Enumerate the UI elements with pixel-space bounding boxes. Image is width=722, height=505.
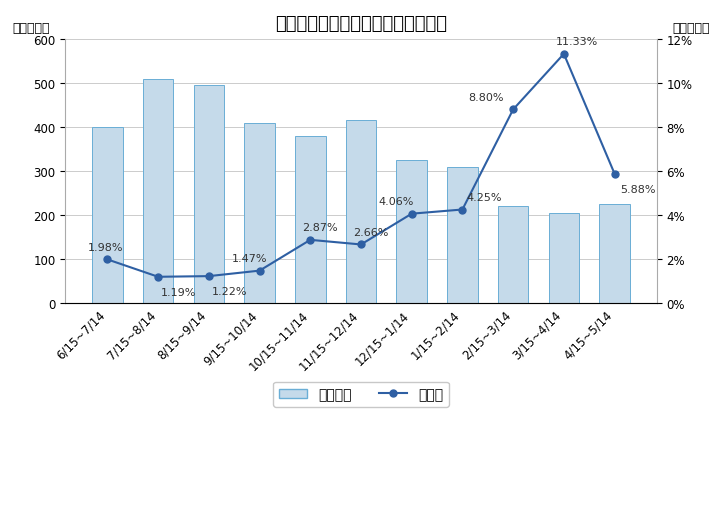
- Bar: [193, 86, 224, 304]
- Bar: [549, 214, 579, 304]
- Bar: [244, 123, 275, 304]
- Text: 1.22%: 1.22%: [212, 287, 247, 296]
- Text: （検査数）: （検査数）: [12, 22, 50, 35]
- Bar: [599, 205, 630, 304]
- 陽性例: [306, 237, 315, 243]
- 陽性例: [103, 257, 112, 263]
- Bar: [447, 167, 478, 304]
- 陽性例: [560, 52, 568, 58]
- Text: 2.87%: 2.87%: [302, 223, 338, 233]
- 陽性例: [458, 207, 466, 213]
- Legend: 検査件数, 陽性例: 検査件数, 陽性例: [274, 382, 448, 407]
- Bar: [498, 207, 529, 304]
- Text: 4.06%: 4.06%: [378, 196, 414, 207]
- Text: （陽性率）: （陽性率）: [672, 22, 710, 35]
- Text: 2.66%: 2.66%: [352, 227, 388, 237]
- Bar: [396, 161, 427, 304]
- Text: 8.80%: 8.80%: [469, 92, 504, 103]
- Text: 1.98%: 1.98%: [88, 242, 123, 252]
- Bar: [92, 128, 123, 304]
- 陽性例: [154, 274, 162, 280]
- 陽性例: [357, 242, 365, 248]
- 陽性例: [256, 268, 264, 274]
- 陽性例: [509, 107, 518, 113]
- Line: 陽性例: 陽性例: [104, 52, 618, 281]
- Bar: [143, 79, 173, 304]
- Bar: [346, 121, 376, 304]
- Text: 11.33%: 11.33%: [555, 37, 598, 47]
- 陽性例: [204, 274, 213, 280]
- Title: 当クリニックでの抗体検査の陽性率: 当クリニックでの抗体検査の陽性率: [275, 15, 447, 33]
- Text: 5.88%: 5.88%: [620, 184, 656, 194]
- Bar: [295, 136, 326, 304]
- 陽性例: [610, 171, 619, 177]
- 陽性例: [407, 211, 416, 217]
- Text: 4.25%: 4.25%: [466, 192, 502, 203]
- Text: 1.47%: 1.47%: [232, 254, 267, 264]
- Text: 1.19%: 1.19%: [161, 287, 196, 297]
